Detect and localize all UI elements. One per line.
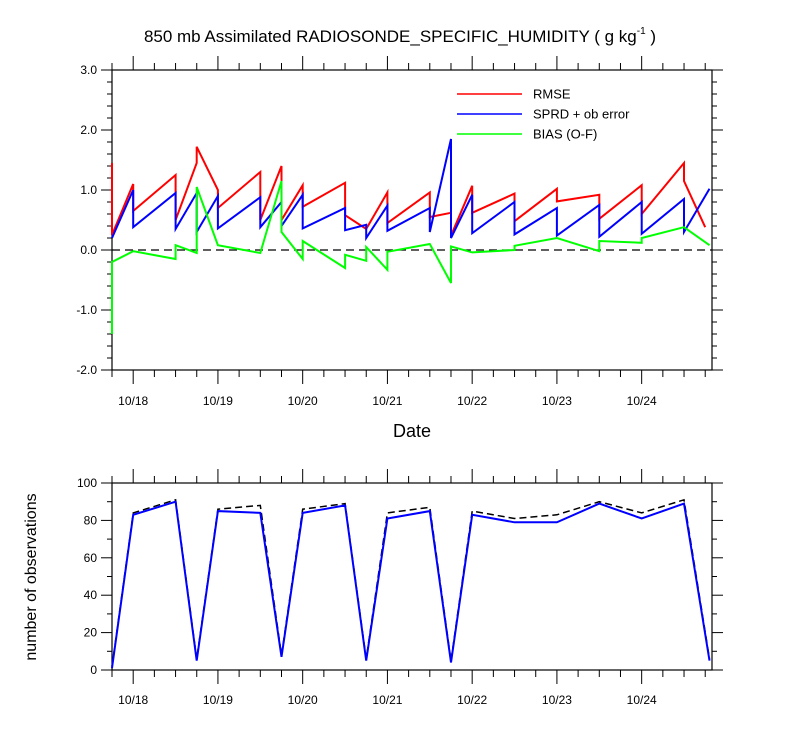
series-line-assimilated-observations [111,500,711,669]
bottom-x-tick-label: 10/19 [203,693,233,707]
bottom-plot-area: 0 20 40 60 80 100 10/18 10/19 10/20 10/21 10/22 10/… [77,469,723,707]
top-y-tick-label: -2.0 [76,363,97,377]
bottom-x-tick-label: 10/18 [118,693,148,707]
top-y-tick-label: 1.0 [80,183,97,197]
bottom-y-tick-label: 60 [84,551,98,565]
top-x-tick-label: 10/18 [118,394,148,408]
legend-label: BIAS (O-F) [533,127,597,142]
top-plot-area: -2.0 -1.0 0.0 1.0 2.0 3.0 10/18 10/19 10/20 10/21… [76,56,723,408]
bottom-x-tick-label: 10/23 [542,693,572,707]
legend-label: SPRD + ob error [533,107,630,122]
top-x-axis-label: Date [393,421,431,441]
bottom-y-tick-label: 40 [84,588,98,602]
bottom-y-tick-label: 80 [84,513,98,527]
bottom-y-tick-label: 20 [84,626,98,640]
top-x-tick-label: 10/24 [627,394,657,408]
series-line-total-observations [111,498,711,667]
top-y-tick-label: -1.0 [76,303,97,317]
top-x-tick-label: 10/19 [203,394,233,408]
top-x-tick-label: 10/20 [288,394,318,408]
top-x-tick-label: 10/22 [457,394,487,408]
legend-label: RMSE [533,87,571,102]
bottom-x-tick-label: 10/22 [457,693,487,707]
bottom-x-tick-label: 10/21 [372,693,402,707]
bottom-x-tick-label: 10/20 [288,693,318,707]
bottom-y-tick-label: 0 [90,663,97,677]
top-y-tick-label: 0.0 [80,243,97,257]
series-line-sprd-ob-error [111,138,711,242]
bottom-y-tick-label: 100 [77,476,97,490]
series-line-rmse [111,146,707,236]
legend: RMSE SPRD + ob error BIAS (O-F) [457,87,630,142]
bottom-x-tick-label: 10/24 [627,693,657,707]
top-x-tick-label: 10/21 [372,394,402,408]
top-chart-title: 850 mb Assimilated RADIOSONDE_SPECIFIC_H… [144,26,656,46]
series-line-bias-o-f [111,180,711,334]
top-x-tick-label: 10/23 [542,394,572,408]
bottom-y-axis-label: number of observations [23,493,40,660]
top-y-tick-label: 3.0 [80,63,97,77]
top-y-tick-label: 2.0 [80,123,97,137]
